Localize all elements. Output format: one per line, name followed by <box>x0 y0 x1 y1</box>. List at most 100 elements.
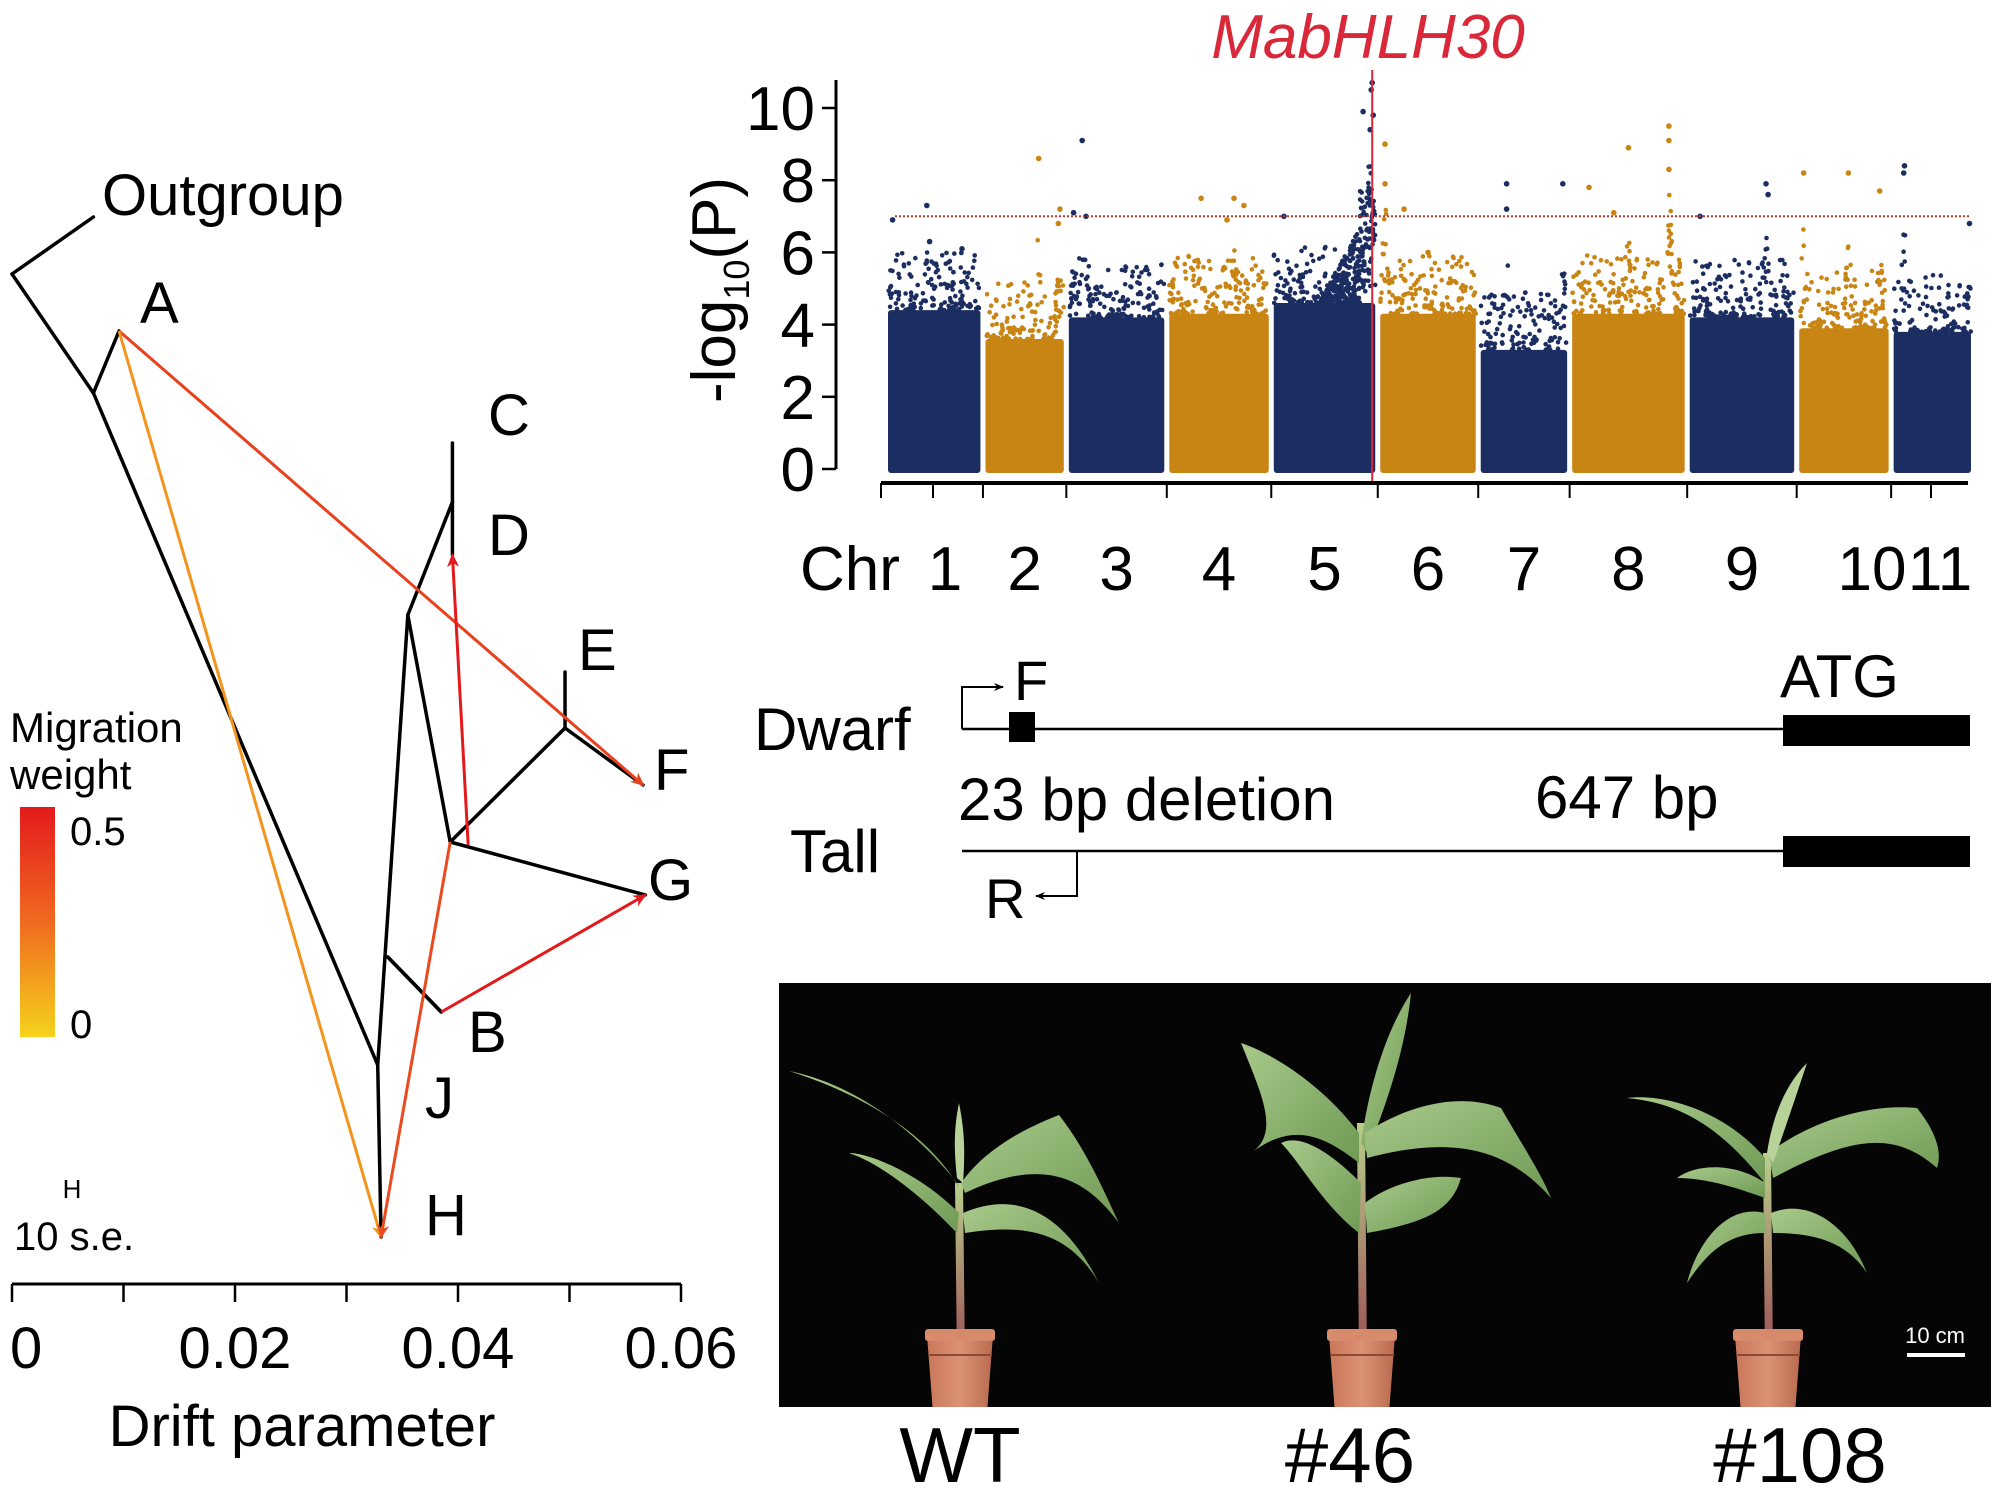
snp-point <box>1693 308 1698 313</box>
snp-point <box>1783 295 1789 300</box>
tree-edge-nCDEFG-nCD <box>406 500 455 617</box>
snp-point <box>1773 302 1779 308</box>
snp-point <box>1178 296 1184 302</box>
snp-point <box>1256 272 1261 278</box>
snp-point <box>942 307 947 313</box>
snp-point <box>1468 285 1474 291</box>
snp-point <box>1244 295 1250 300</box>
snp-point <box>1408 286 1414 291</box>
snp-point <box>1801 320 1807 326</box>
tip-label-g: G <box>648 848 693 913</box>
snp-point <box>1576 282 1581 287</box>
snp-point <box>929 295 935 301</box>
snp-point <box>1869 268 1875 274</box>
snp-point <box>1285 281 1290 286</box>
snp-point <box>1505 263 1511 268</box>
snp-point <box>1526 347 1531 352</box>
snp-point <box>1877 282 1882 288</box>
snp-point <box>1167 282 1172 288</box>
snp-point <box>1805 271 1810 277</box>
top-snp-point <box>1382 141 1388 147</box>
legend-title-line2: weight <box>9 751 132 798</box>
snp-point <box>1032 309 1038 315</box>
snp-point <box>1855 318 1860 324</box>
snp-point <box>1021 289 1026 294</box>
snp-point <box>1025 336 1030 342</box>
snp-point <box>896 271 901 277</box>
snp-point <box>899 251 905 256</box>
snp-point <box>1019 306 1024 312</box>
snp-point <box>1562 281 1568 287</box>
snp-point <box>1634 256 1640 262</box>
snp-point <box>1256 302 1261 307</box>
snp-point <box>1450 306 1455 311</box>
atg-label: ATG <box>1780 643 1899 710</box>
tip-label-a: A <box>140 271 179 336</box>
snp-point <box>1515 331 1520 337</box>
snp-point <box>1892 286 1897 292</box>
snp-point <box>1039 300 1044 305</box>
snp-point <box>1275 283 1281 288</box>
snp-point <box>1141 315 1147 320</box>
gene-structure-diagram: Dwarf Tall F ATG 23 bp deletion 647 bp R <box>754 643 1970 930</box>
snp-point <box>1188 265 1194 271</box>
snp-point <box>1249 304 1255 309</box>
snp-point <box>926 280 931 286</box>
snp-point <box>1357 237 1362 242</box>
snp-point <box>1842 305 1847 311</box>
snp-point <box>1830 290 1836 295</box>
snp-point <box>889 291 895 297</box>
snp-point <box>1088 303 1093 309</box>
snp-point <box>1234 294 1239 300</box>
chromosome-9-points <box>1687 181 1796 473</box>
snp-point <box>1413 287 1419 293</box>
snp-point <box>1859 311 1864 316</box>
chromosome-2-dense-band <box>985 339 1064 473</box>
top-snp-point <box>1382 181 1388 187</box>
snp-point <box>1644 311 1649 317</box>
snp-point <box>1444 295 1450 300</box>
snp-point <box>1235 306 1240 312</box>
top-snp-point <box>1055 220 1062 227</box>
snp-point <box>1533 322 1538 327</box>
snp-point <box>1720 314 1726 320</box>
snp-point <box>1671 282 1677 288</box>
top-snp-point <box>1666 123 1672 129</box>
snp-point <box>942 300 948 305</box>
chromosome-2-points <box>984 155 1066 473</box>
snp-point <box>1362 221 1368 226</box>
snp-point <box>1799 256 1804 261</box>
snp-point <box>1602 286 1608 292</box>
tip-label-outgroup: Outgroup <box>102 163 344 228</box>
snp-point <box>1119 267 1125 273</box>
snp-point <box>1285 259 1290 264</box>
snp-point <box>1607 291 1613 296</box>
snp-point <box>1881 319 1887 325</box>
snp-point <box>1151 301 1156 307</box>
snp-point <box>1392 311 1397 317</box>
snp-point <box>1025 304 1031 309</box>
snp-point <box>1332 247 1338 252</box>
snp-point <box>988 303 994 309</box>
snp-point <box>1489 347 1494 352</box>
snp-point <box>973 298 978 304</box>
photo-label-wt: WT <box>899 1411 1021 1499</box>
chromosome-label: 9 <box>1725 535 1759 604</box>
chromosome-9-dense-band <box>1689 317 1795 473</box>
snp-point <box>1338 262 1343 267</box>
snp-point <box>953 293 958 299</box>
snp-point <box>1529 312 1534 317</box>
snp-point <box>1482 329 1487 334</box>
snp-point <box>1872 322 1878 327</box>
snp-point <box>962 270 967 275</box>
snp-point <box>1259 296 1264 302</box>
scale-marker-glyph: H <box>63 1174 82 1204</box>
snp-point <box>1378 296 1383 302</box>
chromosome-7-points <box>1478 181 1569 473</box>
top-snp-point <box>1401 206 1407 212</box>
x-axis-prefix-label: Chr <box>800 535 900 604</box>
snp-point <box>1803 284 1809 290</box>
snp-point <box>1341 288 1346 293</box>
